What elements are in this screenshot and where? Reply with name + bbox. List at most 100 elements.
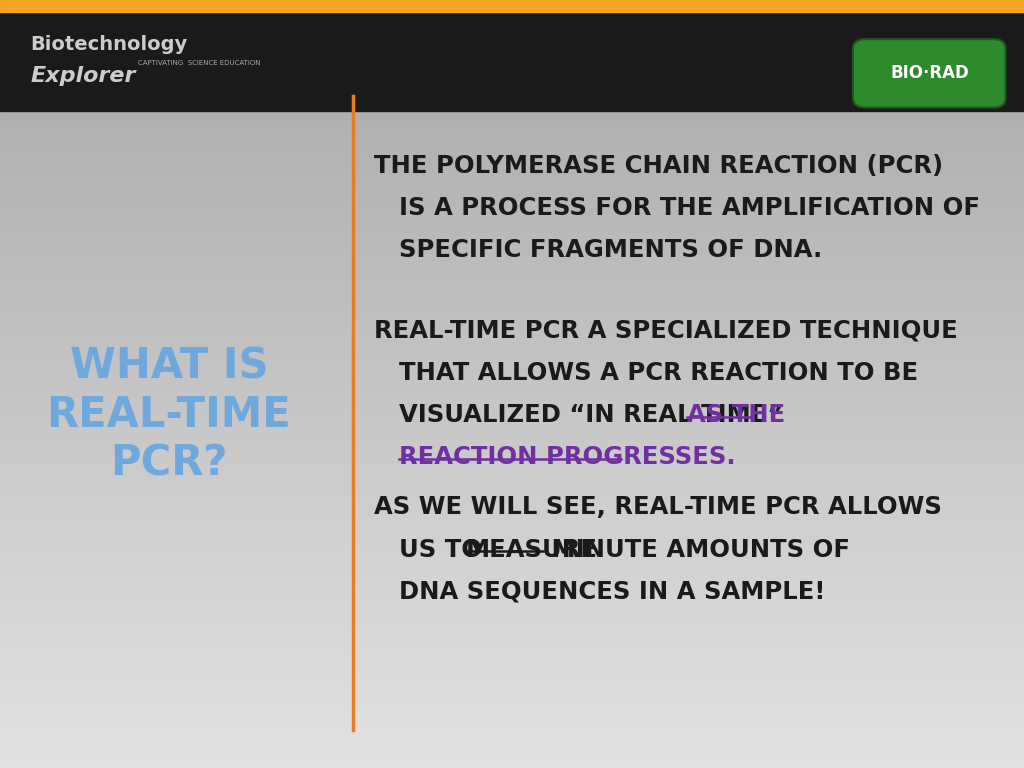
Bar <box>0 534 1024 536</box>
Bar <box>0 451 1024 453</box>
Bar <box>0 488 1024 490</box>
Bar <box>0 763 1024 766</box>
Bar <box>0 571 1024 573</box>
Bar <box>0 387 1024 389</box>
Bar <box>0 304 1024 306</box>
Bar <box>0 372 1024 374</box>
Text: THAT ALLOWS A PCR REACTION TO BE: THAT ALLOWS A PCR REACTION TO BE <box>399 361 919 385</box>
Bar <box>0 444 1024 446</box>
Bar <box>0 742 1024 744</box>
Bar <box>0 639 1024 641</box>
Bar <box>0 405 1024 407</box>
Text: CAPTIVATING  SCIENCE EDUCATION: CAPTIVATING SCIENCE EDUCATION <box>138 59 261 65</box>
Bar <box>0 234 1024 236</box>
Bar <box>0 361 1024 363</box>
Bar <box>0 586 1024 588</box>
Bar <box>0 621 1024 624</box>
Text: REAL-TIME PCR A SPECIALIZED TECHNIQUE: REAL-TIME PCR A SPECIALIZED TECHNIQUE <box>374 319 957 343</box>
Bar <box>0 302 1024 304</box>
Bar <box>0 153 1024 155</box>
Bar <box>0 598 1024 600</box>
Bar <box>0 124 1024 127</box>
Bar <box>0 339 1024 341</box>
Bar <box>0 551 1024 554</box>
Bar <box>0 549 1024 551</box>
Bar <box>0 538 1024 541</box>
Bar <box>0 363 1024 366</box>
Bar <box>0 353 1024 354</box>
Text: WHAT IS
REAL-TIME
PCR?: WHAT IS REAL-TIME PCR? <box>46 345 292 485</box>
Bar <box>0 0 1024 12</box>
Bar <box>0 508 1024 510</box>
Text: AS WE WILL SEE, REAL-TIME PCR ALLOWS: AS WE WILL SEE, REAL-TIME PCR ALLOWS <box>374 495 942 519</box>
Bar <box>0 442 1024 444</box>
Bar <box>0 418 1024 420</box>
Bar <box>0 111 1024 114</box>
Bar <box>0 665 1024 667</box>
Bar <box>0 333 1024 335</box>
Bar <box>0 122 1024 124</box>
Bar <box>0 720 1024 722</box>
Bar <box>0 245 1024 247</box>
Bar <box>0 295 1024 297</box>
Bar <box>0 667 1024 670</box>
Bar <box>0 382 1024 385</box>
Bar <box>0 118 1024 120</box>
Bar <box>0 328 1024 330</box>
Bar <box>0 359 1024 361</box>
Text: AS THE: AS THE <box>687 403 785 427</box>
Bar <box>0 657 1024 659</box>
Bar <box>0 457 1024 459</box>
Bar <box>0 319 1024 322</box>
Bar <box>0 155 1024 157</box>
Bar <box>0 527 1024 529</box>
Bar <box>0 240 1024 243</box>
Bar <box>0 335 1024 337</box>
Bar <box>0 219 1024 221</box>
Bar <box>0 413 1024 415</box>
Bar <box>0 654 1024 657</box>
Bar <box>0 409 1024 411</box>
Bar <box>0 429 1024 431</box>
Bar <box>0 280 1024 282</box>
Bar <box>0 746 1024 748</box>
Bar <box>0 727 1024 729</box>
Bar <box>0 760 1024 761</box>
Bar <box>0 558 1024 560</box>
Bar <box>0 573 1024 575</box>
Bar <box>0 694 1024 696</box>
Bar <box>0 247 1024 250</box>
Bar <box>0 192 1024 194</box>
Bar <box>0 276 1024 278</box>
Bar <box>0 584 1024 586</box>
Bar <box>0 501 1024 503</box>
Bar <box>0 256 1024 258</box>
Bar <box>0 135 1024 137</box>
Bar <box>0 230 1024 232</box>
Bar <box>0 498 1024 501</box>
Bar <box>0 614 1024 617</box>
Bar <box>0 210 1024 212</box>
Bar <box>0 601 1024 604</box>
Bar <box>0 704 1024 707</box>
Bar <box>0 147 1024 148</box>
Bar <box>0 160 1024 162</box>
Bar <box>0 645 1024 647</box>
Text: BIO·RAD: BIO·RAD <box>891 64 969 82</box>
Bar <box>0 120 1024 122</box>
Bar <box>0 492 1024 495</box>
Bar <box>0 505 1024 508</box>
Bar <box>0 157 1024 160</box>
Bar <box>0 485 1024 488</box>
Text: THE POLYMERASE CHAIN REACTION (PCR): THE POLYMERASE CHAIN REACTION (PCR) <box>374 154 943 177</box>
Bar <box>0 735 1024 737</box>
Bar <box>0 140 1024 142</box>
Bar <box>0 367 1024 369</box>
Bar <box>0 293 1024 295</box>
Bar <box>0 422 1024 425</box>
Bar <box>0 516 1024 518</box>
Text: MINUTE AMOUNTS OF: MINUTE AMOUNTS OF <box>543 538 850 561</box>
Bar <box>0 396 1024 398</box>
Bar <box>0 282 1024 284</box>
Bar <box>0 330 1024 333</box>
